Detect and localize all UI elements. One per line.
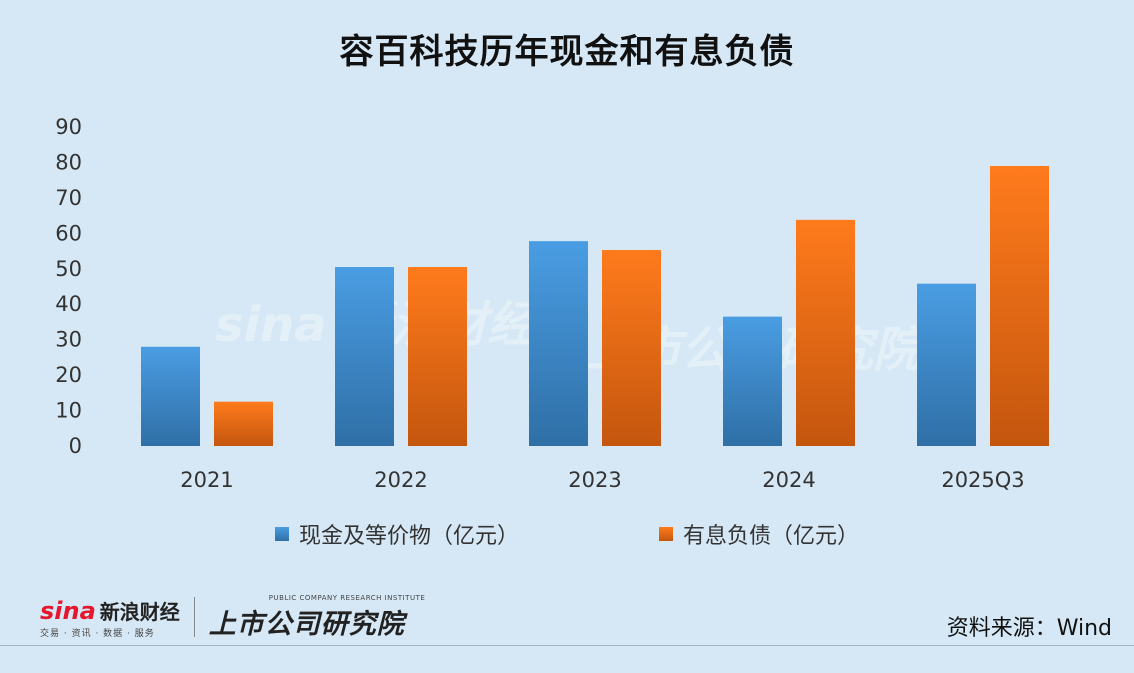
bar-debt: [602, 249, 661, 446]
bar-debt: [408, 267, 467, 446]
bar-cash: [529, 241, 588, 446]
bar-debt: [214, 401, 273, 446]
legend-label-debt: 有息负债（亿元）: [683, 524, 860, 549]
legend-label-cash: 现金及等价物（亿元）: [298, 524, 519, 549]
y-tick-label: 70: [55, 186, 82, 210]
y-tick-label: 50: [55, 257, 82, 281]
bars-group: [141, 165, 1049, 446]
bar-debt: [990, 165, 1049, 446]
y-tick-label: 10: [55, 399, 82, 423]
x-tick-label: 2022: [374, 468, 427, 492]
institute-cn-name: 上市公司研究院: [208, 608, 405, 640]
legend-item-cash: 现金及等价物（亿元）: [274, 518, 519, 550]
y-tick-label: 80: [55, 150, 82, 174]
source-note: 资料来源：Wind: [946, 616, 1112, 641]
x-tick-label: 2023: [568, 468, 621, 492]
legend-item-debt: 有息负债（亿元）: [659, 518, 859, 550]
institute-en-name: PUBLIC COMPANY RESEARCH INSTITUTE: [268, 593, 426, 602]
institute-logo: PUBLIC COMPANY RESEARCH INSTITUTE 上市公司研究…: [209, 594, 425, 641]
y-tick-label: 30: [55, 328, 82, 352]
y-tick-label: 60: [55, 221, 82, 245]
bar-chart: 0 10 20 30 40 50 60 70 80 90 2021 2022 2023 2024 2025…: [55, 115, 1049, 492]
bar-cash: [141, 346, 200, 446]
footer-logos: sina 新浪财经 交易 · 资讯 · 数据 · 服务 PUBLIC COMPA…: [40, 593, 425, 641]
chart-title: 容百科技历年现金和有息负债: [339, 32, 795, 72]
y-tick-label: 0: [69, 434, 82, 458]
legend: 现金及等价物（亿元） 有息负债（亿元）: [0, 518, 1134, 550]
bar-cash: [335, 267, 394, 446]
legend-swatch-debt: [659, 527, 673, 541]
y-tick-label: 40: [55, 292, 82, 316]
x-axis: 2021 2022 2023 2024 2025Q3: [180, 468, 1024, 492]
logo-divider: [193, 597, 195, 637]
x-tick-label: 2025Q3: [941, 468, 1024, 492]
x-tick-label: 2024: [762, 468, 815, 492]
y-tick-label: 20: [55, 363, 82, 387]
legend-swatch-cash: [274, 527, 289, 541]
bar-debt: [796, 219, 855, 446]
y-tick-label: 90: [55, 115, 82, 139]
footer-divider: [0, 645, 1134, 646]
sina-cn-name: 新浪财经: [99, 599, 180, 624]
bar-cash: [723, 316, 782, 446]
sina-finance-logo: sina 新浪财经 交易 · 资讯 · 数据 · 服务: [40, 596, 180, 639]
bar-cash: [917, 283, 976, 446]
sina-wordmark: sina: [40, 596, 96, 625]
x-tick-label: 2021: [180, 468, 233, 492]
y-axis: 0 10 20 30 40 50 60 70 80 90: [55, 115, 82, 458]
sina-tagline: 交易 · 资讯 · 数据 · 服务: [40, 628, 155, 639]
